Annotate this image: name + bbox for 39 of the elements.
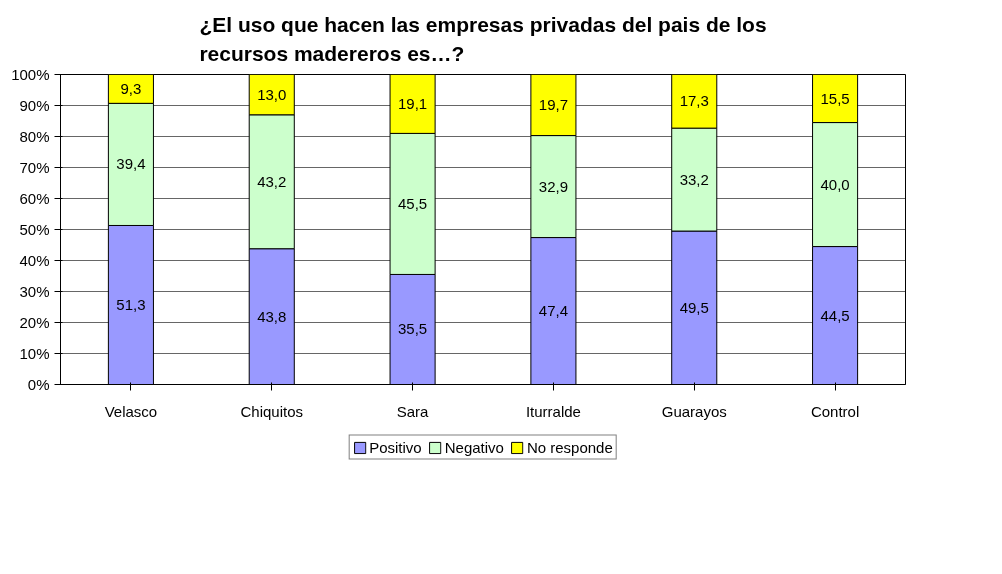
data-label: 32,9 [538, 177, 569, 195]
y-tick-label: 10% [19, 345, 50, 362]
y-tick-label: 0% [27, 376, 50, 393]
legend-label: Positivo [369, 438, 422, 456]
y-tick-label: 80% [19, 128, 50, 145]
y-tick-label: 90% [19, 97, 50, 114]
y-tick-label: 70% [19, 159, 50, 176]
x-tick-label: Iturralde [525, 402, 581, 420]
data-label: 19,7 [538, 96, 569, 114]
data-label: 43,8 [257, 307, 287, 325]
data-label: 44,5 [820, 306, 850, 324]
data-label: 19,1 [397, 94, 428, 112]
data-label: 17,3 [679, 92, 709, 110]
x-tick-label: Chiquitos [240, 402, 304, 420]
y-tick-label: 100% [11, 66, 50, 83]
data-label: 49,5 [679, 298, 709, 316]
data-label: 35,5 [397, 320, 428, 338]
data-label: 15,5 [820, 89, 850, 107]
x-tick-label: Guarayos [661, 402, 727, 420]
y-tick-label: 40% [19, 252, 50, 269]
data-label: 47,4 [538, 302, 569, 320]
data-label: 13,0 [257, 85, 287, 103]
data-label: 40,0 [820, 175, 850, 193]
y-tick-label: 50% [19, 221, 50, 238]
y-tick-label: 20% [19, 314, 50, 331]
x-tick-label: Sara [396, 402, 430, 420]
y-tick-label: 60% [19, 190, 50, 207]
data-label: 33,2 [679, 170, 709, 188]
legend-label: No responde [526, 438, 613, 456]
data-label: 9,3 [120, 79, 142, 97]
data-label: 43,2 [257, 172, 287, 190]
data-label: 45,5 [397, 194, 428, 212]
data-label: 51,3 [116, 295, 146, 313]
x-tick-label: Control [810, 402, 860, 420]
chart-title: ¿El uso que hacen las empresas privadas del pais de los recursos madereros es…? [199, 12, 767, 65]
legend-label: Negativo [444, 438, 504, 456]
x-tick-label: Velasco [104, 402, 158, 420]
y-tick-label: 30% [19, 283, 50, 300]
data-label: 39,4 [116, 155, 146, 173]
